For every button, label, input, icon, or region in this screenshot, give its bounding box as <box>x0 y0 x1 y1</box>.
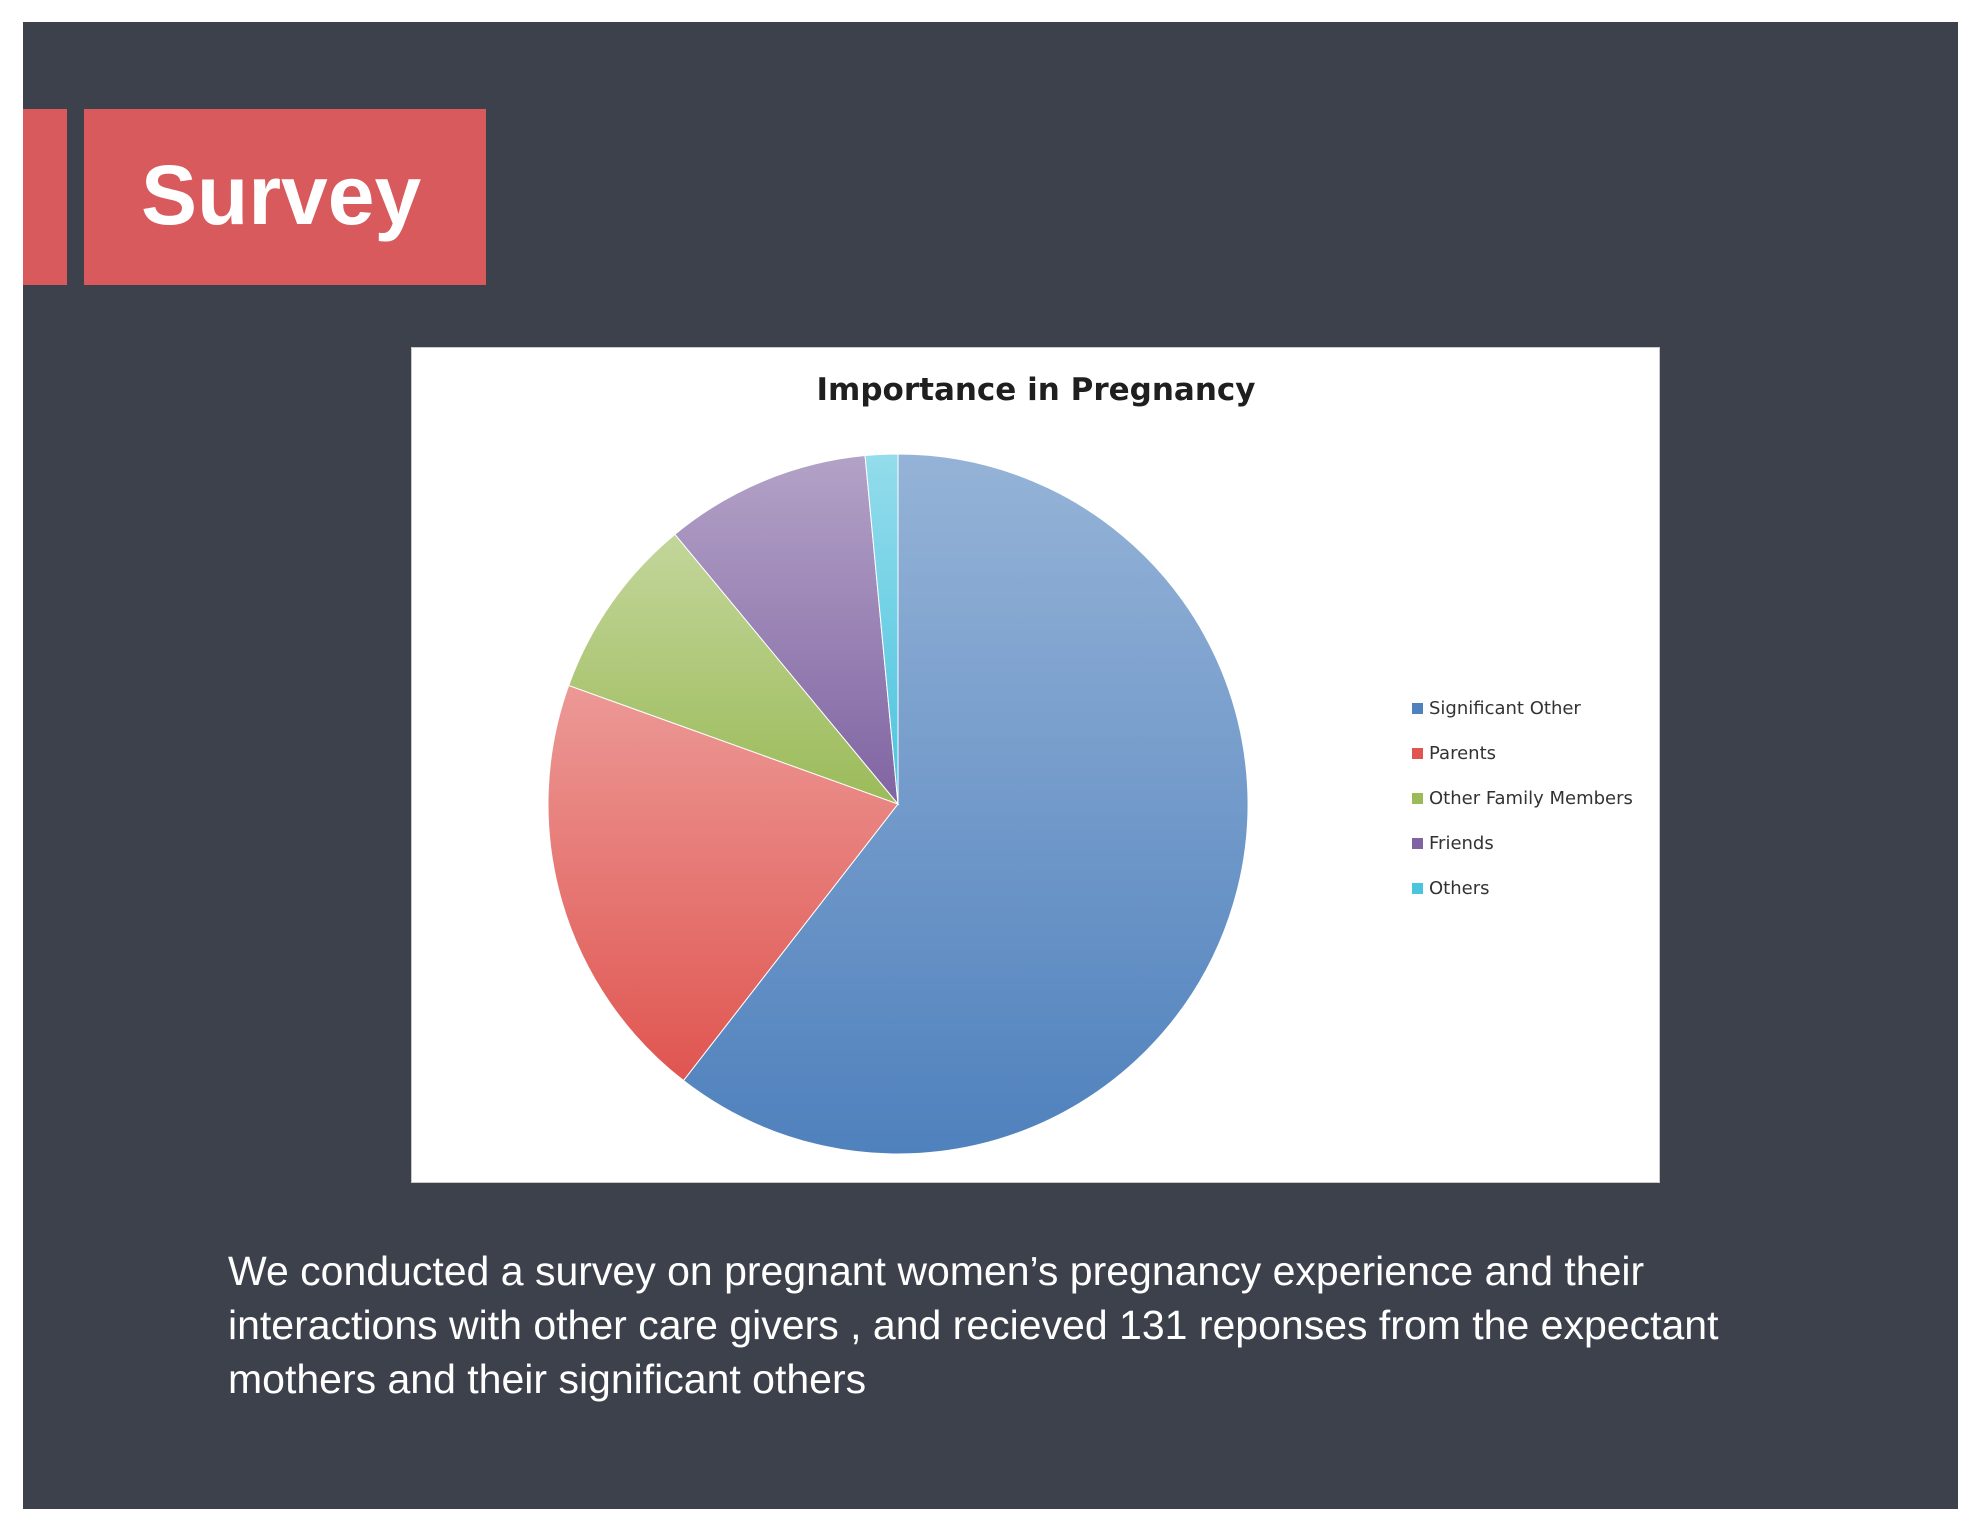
pie-chart: Importance in Pregnancy Significant Othe… <box>411 347 1660 1183</box>
title-box: Survey <box>84 109 486 285</box>
chart-title: Importance in Pregnancy <box>817 372 1256 408</box>
pie-slice-parents <box>547 684 899 1082</box>
chart-legend: Significant Other Parents Other Family Mem… <box>1412 698 1633 899</box>
pie-chart-svg: Importance in Pregnancy Significant Othe… <box>547 372 1633 1155</box>
legend-label-significant-other: Significant Other <box>1429 698 1581 719</box>
legend-label-friends: Friends <box>1429 833 1494 854</box>
pie-slice-others <box>864 453 899 805</box>
legend-label-other-family-members: Other Family Members <box>1429 788 1633 809</box>
pie-slice-friends <box>674 455 899 806</box>
legend-swatch-others <box>1412 883 1423 894</box>
pie-slices <box>547 453 1249 1155</box>
pie-slice-other-family-members <box>568 533 900 806</box>
slide-title: Survey <box>141 148 422 242</box>
pie-slice-significant-other <box>682 453 1249 1155</box>
legend-swatch-other-family-members <box>1412 793 1423 804</box>
slide: Survey Importance in Pregnancy Significa… <box>23 22 1958 1509</box>
accent-bar <box>23 109 67 285</box>
legend-label-parents: Parents <box>1429 743 1496 764</box>
legend-swatch-parents <box>1412 748 1423 759</box>
legend-swatch-significant-other <box>1412 703 1423 714</box>
legend-label-others: Others <box>1429 878 1490 899</box>
survey-caption: We conducted a survey on pregnant women’… <box>228 1248 1719 1402</box>
legend-swatch-friends <box>1412 838 1423 849</box>
